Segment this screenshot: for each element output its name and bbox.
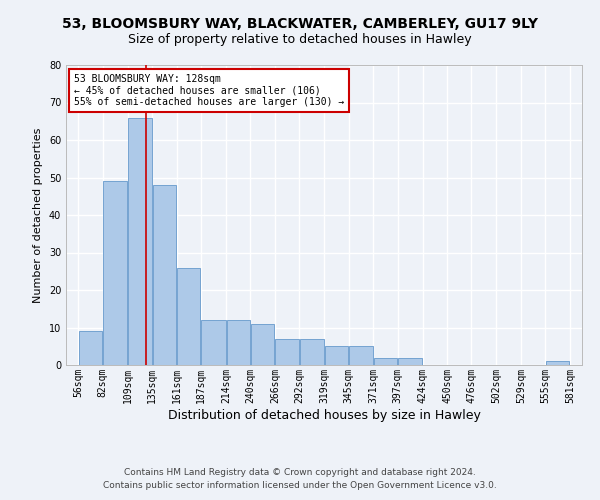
- Bar: [177, 268, 200, 365]
- Text: 53 BLOOMSBURY WAY: 128sqm
← 45% of detached houses are smaller (106)
55% of semi: 53 BLOOMSBURY WAY: 128sqm ← 45% of detac…: [74, 74, 344, 107]
- Bar: [374, 358, 397, 365]
- Bar: [349, 346, 373, 365]
- Text: 53, BLOOMSBURY WAY, BLACKWATER, CAMBERLEY, GU17 9LY: 53, BLOOMSBURY WAY, BLACKWATER, CAMBERLE…: [62, 18, 538, 32]
- Bar: [546, 361, 569, 365]
- Bar: [152, 185, 176, 365]
- Bar: [398, 358, 422, 365]
- Y-axis label: Number of detached properties: Number of detached properties: [33, 128, 43, 302]
- Text: Contains HM Land Registry data © Crown copyright and database right 2024.
Contai: Contains HM Land Registry data © Crown c…: [103, 468, 497, 490]
- Bar: [202, 320, 226, 365]
- Bar: [275, 339, 299, 365]
- Bar: [227, 320, 250, 365]
- X-axis label: Distribution of detached houses by size in Hawley: Distribution of detached houses by size …: [167, 408, 481, 422]
- Bar: [299, 339, 324, 365]
- Text: Size of property relative to detached houses in Hawley: Size of property relative to detached ho…: [128, 32, 472, 46]
- Bar: [128, 118, 152, 365]
- Bar: [79, 331, 102, 365]
- Bar: [325, 346, 349, 365]
- Bar: [103, 181, 127, 365]
- Bar: [251, 324, 274, 365]
